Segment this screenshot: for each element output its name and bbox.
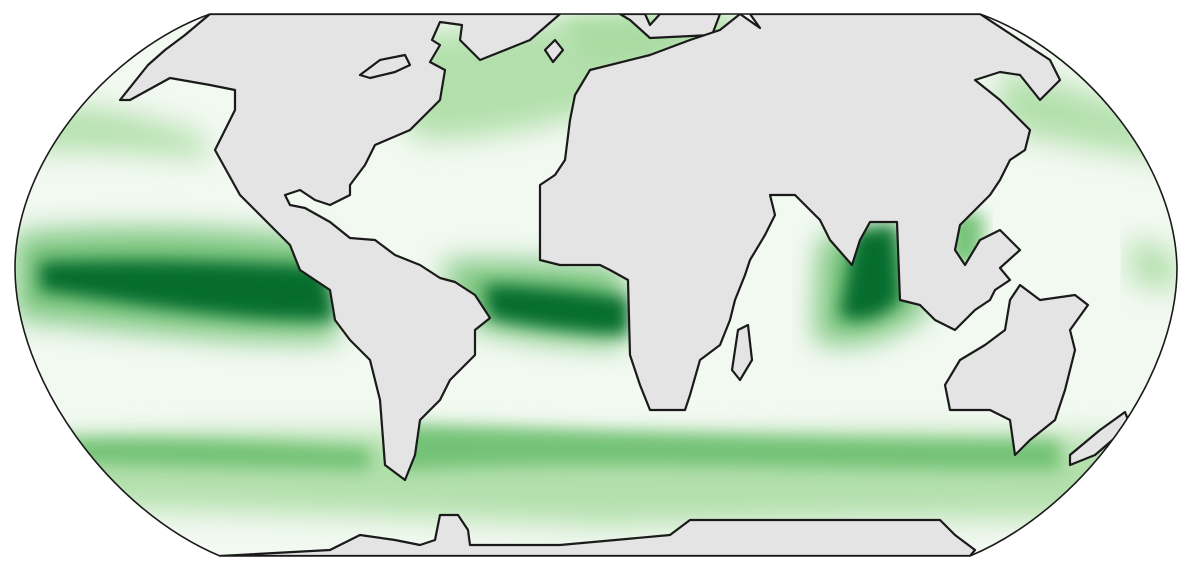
land-layer	[118, 14, 1132, 556]
land-north-america	[118, 14, 562, 482]
southern-ocean-west	[30, 437, 370, 470]
land-iceland	[543, 38, 565, 64]
land-madagascar	[730, 323, 754, 382]
land-greenland-strip	[618, 14, 722, 40]
land-australia	[943, 283, 1090, 457]
north-pacific-band	[30, 106, 210, 160]
pacific-east-extension	[1130, 240, 1177, 290]
land-baffin	[358, 53, 412, 80]
globe-outline	[14, 13, 1178, 557]
pacific-equatorial-core	[40, 260, 335, 321]
southern-ocean-core	[400, 425, 1060, 470]
land-eurasia-africa	[538, 14, 1062, 412]
atlantic-equatorial-core	[485, 285, 628, 335]
land-antarctica	[218, 513, 977, 556]
